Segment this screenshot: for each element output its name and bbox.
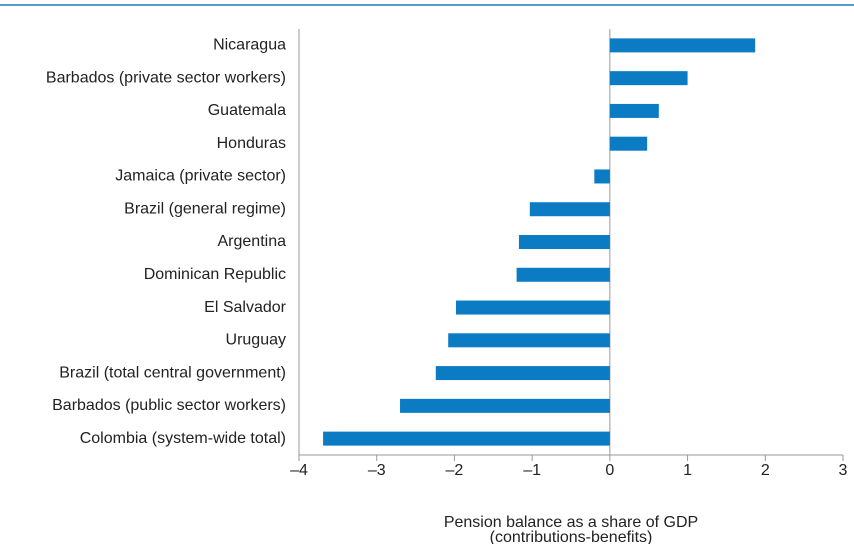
y-tick-label: Dominican Republic bbox=[144, 266, 286, 283]
y-tick-label: Argentina bbox=[218, 233, 287, 250]
bar bbox=[448, 333, 610, 348]
bar bbox=[594, 169, 610, 184]
bar bbox=[609, 38, 756, 53]
bar bbox=[516, 267, 610, 282]
y-tick-label: Uruguay bbox=[226, 332, 286, 349]
y-tick-label: Brazil (total central government) bbox=[59, 364, 286, 381]
bar bbox=[435, 366, 610, 381]
bar bbox=[609, 71, 688, 86]
y-tick-label: Colombia (system-wide total) bbox=[80, 430, 286, 447]
x-tick-label: –3 bbox=[368, 462, 386, 479]
x-tick-label: 1 bbox=[683, 462, 692, 479]
y-tick-label: Barbados (public sector workers) bbox=[52, 397, 286, 414]
x-axis-label: Pension balance as a share of GDP bbox=[444, 514, 698, 531]
bar bbox=[529, 202, 610, 217]
x-tick-label: 2 bbox=[761, 462, 770, 479]
y-tick-label: El Salvador bbox=[204, 299, 286, 316]
y-tick-label: Guatemala bbox=[208, 102, 286, 119]
y-tick-label: Barbados (private sector workers) bbox=[46, 69, 286, 86]
y-tick-label: Nicaragua bbox=[213, 37, 286, 54]
x-tick-label: –1 bbox=[523, 462, 541, 479]
x-axis-label: (contributions-benefits) bbox=[490, 529, 653, 544]
x-tick-label: –2 bbox=[446, 462, 464, 479]
bar bbox=[323, 431, 610, 446]
bar bbox=[455, 300, 610, 315]
bar bbox=[609, 136, 648, 151]
y-tick-label: Honduras bbox=[217, 135, 286, 152]
y-tick-label: Jamaica (private sector) bbox=[115, 168, 286, 185]
bar bbox=[400, 398, 610, 413]
x-tick-label: 0 bbox=[605, 462, 614, 479]
x-tick-label: 3 bbox=[839, 462, 848, 479]
y-tick-label: Brazil (general regime) bbox=[124, 200, 286, 217]
bar bbox=[518, 235, 610, 249]
bar bbox=[609, 103, 659, 118]
x-tick-label: –4 bbox=[290, 462, 308, 479]
